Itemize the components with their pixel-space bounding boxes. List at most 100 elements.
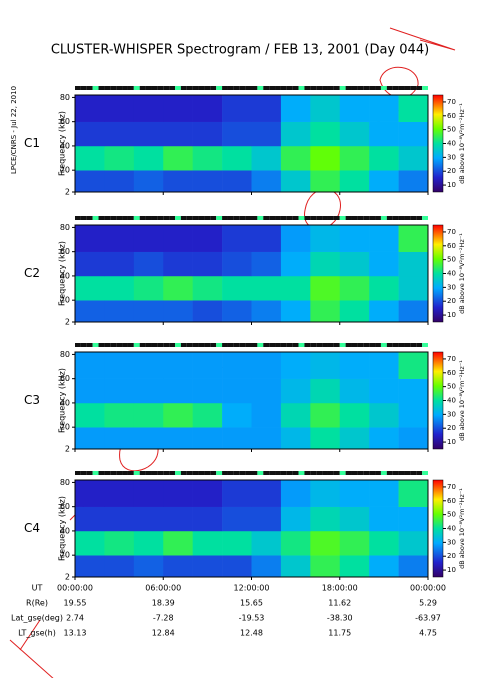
spectrogram-cell: [251, 480, 282, 507]
status-strip: [339, 86, 346, 90]
ephemeris-value: 4.75: [419, 629, 437, 638]
ephemeris-value: 11.75: [328, 629, 351, 638]
y-tick-label: 2: [65, 573, 70, 582]
colorbar-tick-label: 10: [447, 181, 456, 189]
spectrogram-cell: [339, 275, 370, 301]
status-strip: [363, 216, 370, 220]
spectrogram-cell: [398, 427, 429, 450]
status-strip: [333, 471, 340, 475]
spectrogram-cell: [163, 530, 193, 556]
status-strip: [351, 86, 358, 90]
x-tick-label: 18:00:00: [322, 584, 358, 593]
y-axis-label: Frequency (kHz): [58, 496, 67, 561]
spectrogram-cell: [192, 530, 223, 556]
status-strip: [275, 86, 281, 90]
spectrogram-cell: [251, 506, 282, 532]
status-strip: [392, 216, 399, 220]
spectrogram-cell: [75, 506, 105, 532]
status-strip: [310, 343, 317, 347]
ephemeris-value: 13.13: [64, 629, 87, 638]
spectrogram-cell: [339, 95, 370, 122]
status-strip: [133, 86, 140, 90]
status-strip: [422, 216, 428, 220]
status-strip: [292, 216, 299, 220]
status-strip: [104, 86, 111, 90]
status-strip: [263, 343, 270, 347]
status-strip: [210, 343, 217, 347]
status-strip: [275, 471, 281, 475]
status-strip: [86, 471, 93, 475]
status-strip: [210, 216, 217, 220]
status-strip: [380, 86, 387, 90]
spectrogram-cell: [75, 225, 105, 252]
colorbar: [432, 479, 444, 578]
spectrogram-cell: [133, 402, 164, 428]
spectrogram-cell: [339, 402, 370, 428]
spectrogram-cell: [369, 506, 399, 532]
status-strip: [110, 343, 117, 347]
status-strip: [110, 471, 117, 475]
status-strip: [92, 216, 99, 220]
spectrogram-cell: [339, 555, 370, 578]
colorbar-tick-label: 40: [447, 270, 456, 278]
y-axis-label: Frequency (kHz): [58, 241, 67, 306]
spectrogram-cell: [163, 427, 193, 450]
status-strip: [251, 86, 258, 90]
status-strip: [263, 86, 270, 90]
spectrogram-cell: [280, 170, 311, 193]
colorbar-label: dB above 10⁻⁸V²m⁻²Hz⁻¹: [458, 488, 466, 569]
status-strip: [80, 216, 87, 220]
spectrogram-cell: [163, 121, 193, 147]
spectrogram-cell: [280, 300, 311, 323]
status-strip: [310, 216, 317, 220]
status-strip: [304, 86, 311, 90]
status-strip: [227, 216, 234, 220]
status-strip: [275, 343, 281, 347]
status-strip: [392, 471, 399, 475]
spectrogram-cell: [310, 555, 341, 578]
spectrogram-cell: [310, 427, 341, 450]
status-strip: [298, 471, 305, 475]
spectrogram-cell: [369, 275, 399, 301]
spectrogram-cell: [104, 480, 135, 507]
spectrogram-cell: [222, 121, 252, 147]
status-strip: [345, 343, 352, 347]
spectrogram-cell: [75, 95, 105, 122]
spectrogram-cell: [133, 251, 164, 277]
status-strip: [139, 343, 146, 347]
y-tick-label: 20: [60, 551, 70, 560]
spectrogram-cell: [163, 352, 193, 379]
spectrogram-cell: [192, 170, 223, 193]
status-strip: [222, 86, 228, 90]
y-tick-label: 80: [60, 350, 70, 359]
status-strip: [322, 471, 328, 475]
spectrogram-cell: [222, 555, 252, 578]
status-strip: [163, 343, 170, 347]
spectrogram-cell: [192, 427, 223, 450]
status-strip: [227, 86, 234, 90]
status-strip: [351, 216, 358, 220]
ephemeris-value: 19.55: [64, 599, 87, 608]
spectrogram-cell: [133, 275, 164, 301]
spectrogram-cell: [280, 352, 311, 379]
spectrogram-cell: [369, 170, 399, 193]
status-strip: [304, 343, 311, 347]
status-strip: [186, 471, 193, 475]
status-strip: [169, 343, 176, 347]
spectrogram-cell: [192, 300, 223, 323]
spectrogram-cell: [163, 555, 193, 578]
x-tick-label: 00:00:00: [410, 584, 446, 593]
spectrogram-cell: [75, 427, 105, 450]
status-strip: [210, 86, 217, 90]
colorbar-tick-label: 30: [447, 410, 456, 418]
spectrogram-cell: [133, 378, 164, 404]
spectrogram-cell: [339, 506, 370, 532]
y-tick-label: 60: [60, 117, 70, 126]
status-strip: [357, 343, 364, 347]
x-tick-label: 00:00:00: [57, 584, 93, 593]
spectrogram-cell: [251, 352, 282, 379]
colorbar: [432, 224, 444, 323]
y-axis-label: Frequency (kHz): [58, 368, 67, 433]
spectrogram-cell: [339, 352, 370, 379]
status-strip: [369, 86, 376, 90]
